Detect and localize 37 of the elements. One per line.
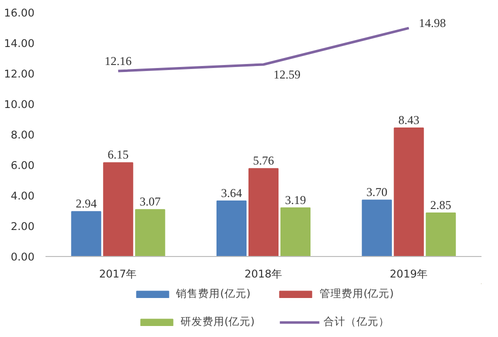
y-tick-label: 12.00 bbox=[4, 68, 35, 80]
y-tick-label: 0.00 bbox=[10, 250, 35, 264]
bar bbox=[362, 200, 392, 256]
data-label: 6.15 bbox=[108, 148, 129, 162]
y-tick-label: 8.00 bbox=[10, 128, 35, 142]
data-label: 3.70 bbox=[366, 185, 388, 200]
data-label: 14.98 bbox=[418, 16, 446, 30]
bar bbox=[426, 212, 456, 256]
data-label: 12.16 bbox=[104, 54, 132, 68]
data-label: 2.94 bbox=[76, 196, 97, 211]
bar bbox=[394, 127, 424, 256]
bar bbox=[71, 211, 102, 256]
bar bbox=[216, 200, 247, 256]
legend-label: 研发费用(亿元) bbox=[180, 315, 255, 329]
bar bbox=[248, 168, 279, 256]
x-tick-label: 2018年 bbox=[244, 268, 283, 280]
legend-label: 合计（亿元） bbox=[324, 315, 390, 329]
y-tick-label: 4.00 bbox=[10, 190, 35, 202]
y-tick-label: 10.00 bbox=[4, 98, 35, 111]
y-tick-label: 16.00 bbox=[4, 6, 35, 20]
data-label: 5.76 bbox=[253, 154, 274, 168]
bar bbox=[135, 209, 166, 256]
legend-label: 销售费用(亿元) bbox=[176, 287, 250, 301]
data-label: 3.19 bbox=[284, 192, 306, 207]
y-tick-label: 2.00 bbox=[10, 220, 35, 233]
x-tick-label: 2017年 bbox=[99, 268, 138, 280]
y-tick-label: 6.00 bbox=[10, 159, 35, 172]
bar bbox=[280, 207, 311, 256]
legend-label: 管理费用(亿元) bbox=[320, 287, 394, 301]
data-label: 12.59 bbox=[274, 68, 300, 82]
y-tick-label: 14.00 bbox=[4, 37, 35, 50]
x-tick-label: 2019年 bbox=[390, 268, 428, 280]
data-label: 8.43 bbox=[398, 112, 420, 127]
bar bbox=[103, 162, 134, 256]
data-label: 3.64 bbox=[221, 186, 242, 200]
data-label: 2.85 bbox=[430, 198, 452, 212]
data-label: 3.07 bbox=[140, 194, 161, 209]
